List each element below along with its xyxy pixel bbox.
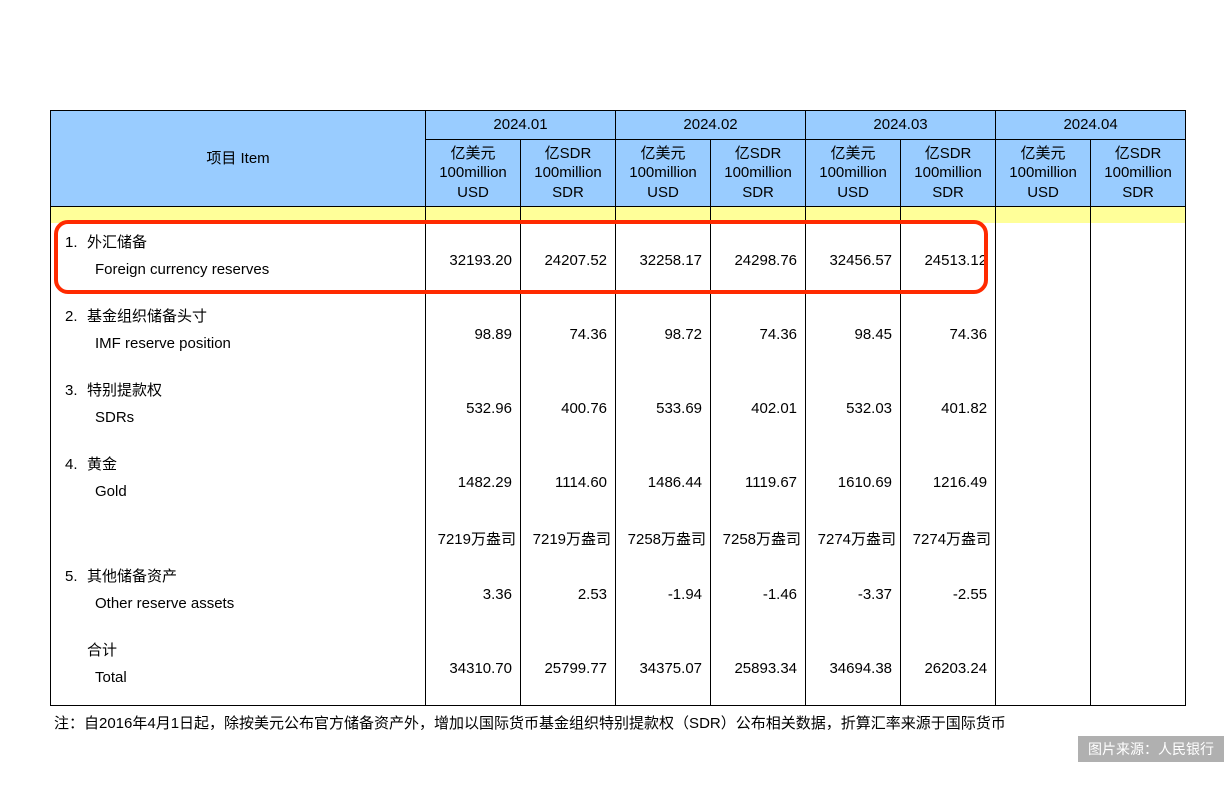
cell: 7274万盎司	[901, 519, 996, 557]
header-sdr: 亿SDR100millionSDR	[711, 139, 806, 207]
gold-oz-row: 7219万盎司 7219万盎司 7258万盎司 7258万盎司 7274万盎司 …	[51, 519, 1186, 557]
cell: 400.76	[521, 371, 616, 445]
total-row: 合计 Total 34310.70 25799.77 34375.07 2589…	[51, 631, 1186, 706]
table-row: 2.基金组织储备头寸 IMF reserve position 98.89 74…	[51, 297, 1186, 371]
cell: 7219万盎司	[521, 519, 616, 557]
cell: 7258万盎司	[711, 519, 806, 557]
item-label: 2.基金组织储备头寸 IMF reserve position	[51, 297, 426, 371]
cell: -3.37	[806, 557, 901, 631]
header-usd: 亿美元100millionUSD	[616, 139, 711, 207]
table-row: 1.外汇储备 Foreign currency reserves 32193.2…	[51, 223, 1186, 297]
cell: 1119.67	[711, 445, 806, 519]
cell: -1.46	[711, 557, 806, 631]
cell: 402.01	[711, 371, 806, 445]
item-label: 合计 Total	[51, 631, 426, 706]
cell: 24298.76	[711, 223, 806, 297]
header-period: 2024.02	[616, 111, 806, 140]
cell	[996, 557, 1091, 631]
cell: 1610.69	[806, 445, 901, 519]
cell: 32456.57	[806, 223, 901, 297]
cell: 7274万盎司	[806, 519, 901, 557]
cell	[1091, 297, 1186, 371]
cell: 7258万盎司	[616, 519, 711, 557]
footnote: 注：自2016年4月1日起，除按美元公布官方储备资产外，增加以国际货币基金组织特…	[50, 706, 1184, 733]
cell: 1216.49	[901, 445, 996, 519]
header-period: 2024.03	[806, 111, 996, 140]
table-row: 4.黄金 Gold 1482.29 1114.60 1486.44 1119.6…	[51, 445, 1186, 519]
cell	[996, 223, 1091, 297]
source-label: 图片来源：人民银行	[1078, 736, 1224, 762]
cell: 401.82	[901, 371, 996, 445]
item-label: 3.特别提款权 SDRs	[51, 371, 426, 445]
header-item: 项目 Item	[51, 111, 426, 207]
cell: 24207.52	[521, 223, 616, 297]
cell: 24513.12	[901, 223, 996, 297]
cell: 25799.77	[521, 631, 616, 706]
cell: 532.96	[426, 371, 521, 445]
header-sdr: 亿SDR100millionSDR	[901, 139, 996, 207]
reserves-table: 项目 Item 2024.01 2024.02 2024.03 2024.04 …	[50, 110, 1186, 706]
header-period: 2024.01	[426, 111, 616, 140]
cell: 1482.29	[426, 445, 521, 519]
item-label: 5.其他储备资产 Other reserve assets	[51, 557, 426, 631]
cell: 3.36	[426, 557, 521, 631]
header-usd: 亿美元100millionUSD	[996, 139, 1091, 207]
cell: 25893.34	[711, 631, 806, 706]
cell: -2.55	[901, 557, 996, 631]
header-usd: 亿美元100millionUSD	[426, 139, 521, 207]
cell	[1091, 631, 1186, 706]
table-row: 5.其他储备资产 Other reserve assets 3.36 2.53 …	[51, 557, 1186, 631]
cell: 98.72	[616, 297, 711, 371]
cell: 26203.24	[901, 631, 996, 706]
cell: 74.36	[521, 297, 616, 371]
cell: 34375.07	[616, 631, 711, 706]
separator-row	[51, 207, 1186, 224]
cell	[1091, 371, 1186, 445]
cell	[996, 297, 1091, 371]
page-container: 项目 Item 2024.01 2024.02 2024.03 2024.04 …	[0, 0, 1224, 786]
cell: 1486.44	[616, 445, 711, 519]
cell: 98.89	[426, 297, 521, 371]
cell	[996, 631, 1091, 706]
cell	[1091, 223, 1186, 297]
header-usd: 亿美元100millionUSD	[806, 139, 901, 207]
cell: 34310.70	[426, 631, 521, 706]
cell: -1.94	[616, 557, 711, 631]
cell: 74.36	[711, 297, 806, 371]
header-period: 2024.04	[996, 111, 1186, 140]
cell	[996, 519, 1091, 557]
cell: 532.03	[806, 371, 901, 445]
cell	[996, 445, 1091, 519]
cell	[996, 371, 1091, 445]
cell: 34694.38	[806, 631, 901, 706]
cell: 7219万盎司	[426, 519, 521, 557]
cell: 32193.20	[426, 223, 521, 297]
header-sdr: 亿SDR100millionSDR	[521, 139, 616, 207]
cell	[1091, 557, 1186, 631]
cell: 74.36	[901, 297, 996, 371]
cell: 1114.60	[521, 445, 616, 519]
header-row-1: 项目 Item 2024.01 2024.02 2024.03 2024.04	[51, 111, 1186, 140]
cell: 32258.17	[616, 223, 711, 297]
item-label: 1.外汇储备 Foreign currency reserves	[51, 223, 426, 297]
header-sdr: 亿SDR100millionSDR	[1091, 139, 1186, 207]
cell	[1091, 445, 1186, 519]
cell: 2.53	[521, 557, 616, 631]
table-row: 3.特别提款权 SDRs 532.96 400.76 533.69 402.01…	[51, 371, 1186, 445]
item-label: 4.黄金 Gold	[51, 445, 426, 519]
cell: 98.45	[806, 297, 901, 371]
cell: 533.69	[616, 371, 711, 445]
cell	[1091, 519, 1186, 557]
